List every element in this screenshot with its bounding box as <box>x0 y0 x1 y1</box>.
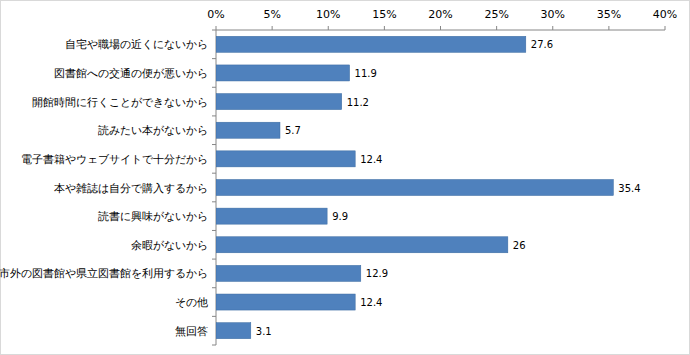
chart: 0% 5% 10% 15% 20% 25% 30% 35% 40% 自宅や職場の近くにないから 27… <box>0 0 690 355</box>
x-tick <box>665 26 666 30</box>
x-tick <box>384 26 385 30</box>
category-label: 開館時間に行くことができないから <box>32 96 208 109</box>
data-label: 3.1 <box>256 326 272 337</box>
x-tick <box>440 26 441 30</box>
x-tick <box>496 26 497 30</box>
y-tick <box>212 30 216 31</box>
y-tick <box>212 287 216 288</box>
bar <box>216 237 508 253</box>
category-label: 市外の図書館や県立図書館を利用するから <box>0 267 208 280</box>
bar <box>216 122 280 138</box>
category-label: 読書に興味がないから <box>98 210 208 223</box>
bar <box>216 323 251 339</box>
data-label: 27.6 <box>531 39 553 50</box>
y-tick <box>212 173 216 174</box>
data-label: 11.2 <box>347 97 369 108</box>
bar <box>216 151 355 167</box>
y-tick <box>212 58 216 59</box>
category-label: 自宅や職場の近くにないから <box>65 38 208 51</box>
x-tick-label: 15% <box>372 8 396 21</box>
bar <box>216 36 526 52</box>
data-label: 11.9 <box>355 68 377 79</box>
bar <box>216 265 361 281</box>
bar <box>216 294 355 310</box>
x-tick-label: 25% <box>484 8 508 21</box>
category-label: その他 <box>175 296 208 309</box>
bars <box>216 36 613 338</box>
data-label: 12.9 <box>366 268 388 279</box>
category-label: 無回答 <box>175 325 208 338</box>
data-label: 5.7 <box>285 125 301 136</box>
x-tick-label: 40% <box>653 8 677 21</box>
bar <box>216 94 342 110</box>
x-tick-label: 35% <box>597 8 621 21</box>
x-tick-label: 20% <box>428 8 452 21</box>
bar <box>216 179 613 195</box>
x-tick-label: 30% <box>541 8 565 21</box>
category-label: 余暇がないから <box>131 239 208 252</box>
y-tick <box>212 230 216 231</box>
x-tick-label: 0% <box>207 8 224 21</box>
x-tick <box>272 26 273 30</box>
chart-frame <box>1 1 690 355</box>
x-tick <box>328 26 329 30</box>
category-label: 本や雑誌は自分で購入するから <box>54 182 208 195</box>
data-label: 12.4 <box>360 154 382 165</box>
y-tick <box>212 115 216 116</box>
y-tick <box>212 316 216 317</box>
y-tick <box>212 259 216 260</box>
y-tick <box>212 87 216 88</box>
data-label: 9.9 <box>332 211 348 222</box>
y-tick <box>212 144 216 145</box>
data-label: 12.4 <box>360 297 382 308</box>
category-label: 読みたい本がないから <box>98 124 208 137</box>
category-label: 電子書籍やウェブサイトで十分だから <box>21 153 208 166</box>
data-label: 35.4 <box>618 183 640 194</box>
x-tick <box>216 26 217 30</box>
category-label: 図書館への交通の便が悪いから <box>54 67 208 80</box>
x-tick <box>608 26 609 30</box>
x-tick <box>552 26 553 30</box>
x-tick-label: 5% <box>263 8 280 21</box>
data-label: 26 <box>513 240 526 251</box>
y-tick <box>212 201 216 202</box>
bar <box>216 208 327 224</box>
x-tick-label: 10% <box>316 8 340 21</box>
bar <box>216 65 350 81</box>
y-tick <box>212 345 216 346</box>
